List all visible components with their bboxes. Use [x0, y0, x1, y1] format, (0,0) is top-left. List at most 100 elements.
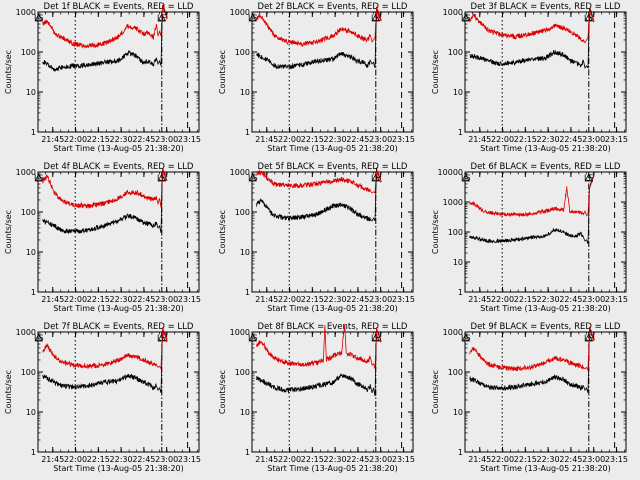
y-tick-label: 10: [453, 88, 463, 97]
x-tick-label: 22:00: [278, 455, 301, 464]
x-tick-label: 22:15: [301, 295, 324, 304]
x-tick-label: 22:30: [537, 295, 560, 304]
y-tick-label: 10: [240, 248, 250, 257]
y-tick-label: 1000: [16, 168, 36, 177]
y-tick-label: 1: [31, 128, 36, 137]
series-events: [42, 327, 168, 394]
series-events: [256, 329, 382, 397]
series-events: [469, 174, 595, 245]
y-tick-label: 100: [448, 228, 463, 237]
x-tick-label: 22:00: [491, 135, 514, 144]
series-events: [42, 169, 168, 234]
triangle-marker-label: LS: [34, 334, 44, 343]
x-tick-label: 23:15: [392, 135, 415, 144]
panel-det-4: Det 4f BLACK = Events, RED = LLD Counts/s…: [4, 162, 201, 313]
x-tick-label: 23:00: [155, 295, 178, 304]
x-tick-label: 22:15: [514, 135, 537, 144]
panel-title: Det 2f BLACK = Events, RED = LLD: [258, 2, 408, 12]
triangle-marker-label: LS: [248, 14, 258, 23]
triangle-marker: [248, 333, 257, 342]
triangle-marker-label: LE: [584, 174, 594, 183]
x-tick-label: 23:00: [582, 455, 605, 464]
y-tick-label: 1: [31, 448, 36, 457]
plot-frame: [251, 171, 414, 293]
panel-title: Det 7f BLACK = Events, RED = LLD: [44, 322, 194, 332]
x-axis-label: Start Time (13-Aug-05 21:38:20): [53, 144, 184, 153]
x-tick-label: 21:45: [255, 455, 278, 464]
plot-frame: [464, 171, 627, 293]
x-tick-label: 22:00: [64, 135, 87, 144]
y-tick-label: 1: [245, 448, 250, 457]
x-axis-label: Start Time (13-Aug-05 21:38:20): [53, 304, 184, 313]
triangle-marker: [34, 13, 43, 22]
triangle-marker-label: LS: [34, 14, 44, 23]
y-tick-label: 1000: [443, 8, 463, 17]
x-tick-label: 22:30: [537, 455, 560, 464]
x-tick-label: 21:45: [255, 135, 278, 144]
y-tick-label: 10000: [438, 168, 463, 177]
y-tick-label: 10: [26, 248, 36, 257]
plot-frame: [37, 11, 200, 133]
panel-det-9: Det 9f BLACK = Events, RED = LLD Counts/s…: [431, 322, 628, 473]
x-tick-label: 22:30: [110, 295, 133, 304]
y-axis-label: Counts/sec: [4, 210, 13, 254]
triangle-marker: [461, 173, 470, 182]
triangle-marker-label: LS: [248, 174, 258, 183]
series-events: [469, 326, 595, 394]
x-tick-label: 22:30: [110, 455, 133, 464]
triangle-marker-label: LS: [461, 334, 471, 343]
x-tick-label: 23:00: [582, 295, 605, 304]
triangle-marker-label: LS: [461, 174, 471, 183]
y-tick-label: 1: [245, 128, 250, 137]
panel-title: Det 6f BLACK = Events, RED = LLD: [471, 162, 621, 172]
x-tick-label: 22:45: [559, 295, 582, 304]
x-tick-label: 22:45: [346, 455, 369, 464]
series-events: [256, 7, 382, 70]
y-tick-label: 100: [235, 208, 250, 217]
y-tick-label: 1000: [230, 8, 250, 17]
y-axis-label: Counts/sec: [4, 370, 13, 414]
y-tick-label: 1000: [16, 328, 36, 337]
panel-det-5: Det 5f BLACK = Events, RED = LLD Counts/s…: [218, 162, 415, 313]
x-tick-label: 22:30: [324, 295, 347, 304]
x-tick-label: 23:00: [369, 455, 392, 464]
plot-frame: [464, 331, 627, 453]
y-axis-label: Counts/sec: [431, 370, 440, 414]
panel-det-8: Det 8f BLACK = Events, RED = LLD Counts/s…: [218, 322, 415, 473]
x-tick-label: 22:00: [64, 455, 87, 464]
triangle-marker: [248, 13, 257, 22]
x-tick-label: 22:15: [301, 455, 324, 464]
series-lld: [469, 326, 595, 372]
y-tick-label: 10: [453, 408, 463, 417]
x-tick-label: 21:45: [255, 295, 278, 304]
panel-det-3: Det 3f BLACK = Events, RED = LLD Counts/s…: [431, 2, 628, 153]
x-tick-label: 22:15: [514, 455, 537, 464]
triangle-marker-label: LS: [248, 334, 258, 343]
y-tick-label: 100: [21, 208, 36, 217]
x-tick-label: 22:00: [278, 135, 301, 144]
y-tick-label: 10: [240, 408, 250, 417]
x-axis-label: Start Time (13-Aug-05 21:38:20): [267, 304, 398, 313]
x-tick-label: 21:45: [41, 455, 64, 464]
series-lld: [256, 324, 382, 369]
x-axis-label: Start Time (13-Aug-05 21:38:20): [480, 464, 611, 473]
x-tick-label: 22:15: [514, 295, 537, 304]
x-tick-label: 23:15: [392, 455, 415, 464]
panel-det-7: Det 7f BLACK = Events, RED = LLD Counts/s…: [4, 322, 201, 473]
panel-title: Det 4f BLACK = Events, RED = LLD: [44, 162, 194, 172]
x-axis-label: Start Time (13-Aug-05 21:38:20): [267, 144, 398, 153]
series-events: [256, 167, 382, 222]
x-tick-label: 22:45: [559, 455, 582, 464]
x-tick-label: 22:15: [301, 135, 324, 144]
y-tick-label: 10: [26, 408, 36, 417]
x-tick-label: 22:15: [87, 455, 110, 464]
panel-title: Det 1f BLACK = Events, RED = LLD: [44, 2, 194, 12]
y-tick-label: 100: [21, 368, 36, 377]
x-tick-label: 22:00: [491, 295, 514, 304]
y-tick-label: 1: [458, 128, 463, 137]
x-tick-label: 22:15: [87, 135, 110, 144]
plot-frame: [251, 11, 414, 133]
series-lld: [42, 4, 168, 49]
x-tick-label: 22:30: [537, 135, 560, 144]
